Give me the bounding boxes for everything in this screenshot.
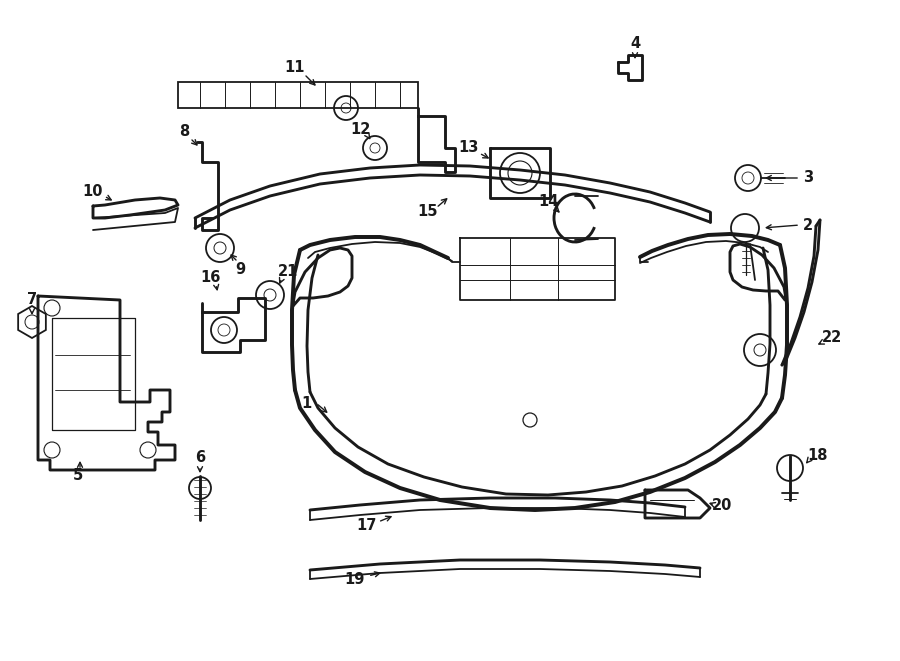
Text: 21: 21 [278, 264, 298, 280]
Text: 14: 14 [538, 194, 558, 210]
Text: 22: 22 [822, 330, 842, 346]
Text: 11: 11 [284, 61, 305, 75]
Bar [178, 82, 418, 108]
Text: 16: 16 [200, 270, 220, 286]
Text: 3: 3 [803, 171, 813, 186]
Text: 18: 18 [808, 449, 828, 463]
Text: 6: 6 [195, 451, 205, 465]
Text: 10: 10 [83, 184, 104, 200]
Text: 17: 17 [356, 518, 376, 533]
Text: 13: 13 [458, 141, 478, 155]
Text: 1: 1 [301, 395, 311, 410]
Text: 4: 4 [630, 36, 640, 52]
Text: 15: 15 [418, 204, 438, 219]
Text: 5: 5 [73, 469, 83, 483]
Text: 9: 9 [235, 262, 245, 278]
Text: 19: 19 [345, 572, 365, 588]
Text: 8: 8 [179, 124, 189, 139]
Text: 2: 2 [803, 217, 813, 233]
Text: 7: 7 [27, 293, 37, 307]
Text: 20: 20 [712, 498, 733, 512]
Text: 12: 12 [350, 122, 370, 137]
